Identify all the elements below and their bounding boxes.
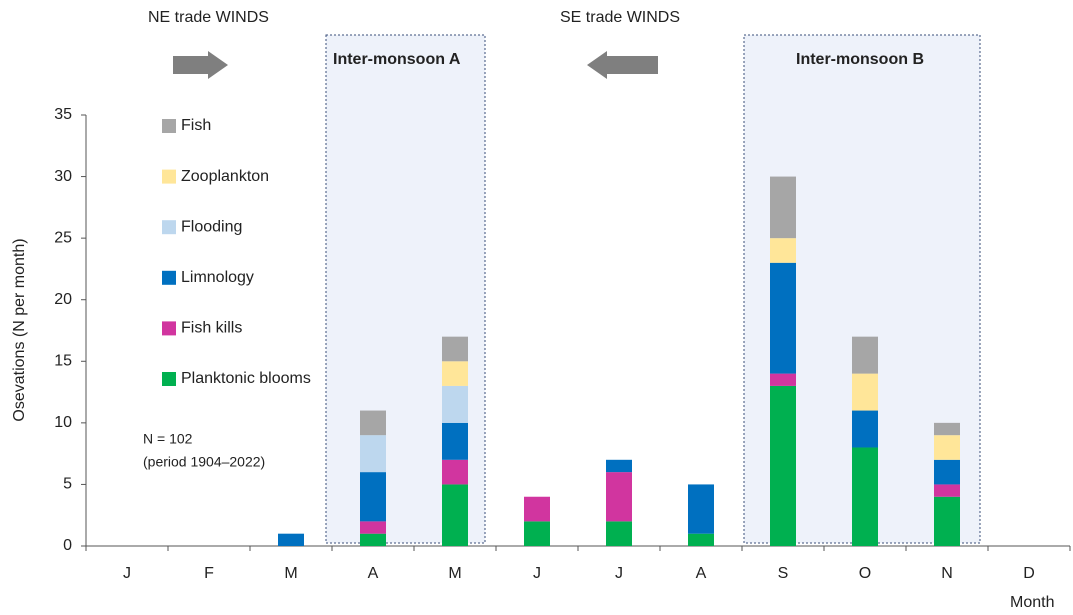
bar-segment bbox=[688, 484, 714, 534]
bar-segment bbox=[442, 459, 468, 485]
legend-swatch bbox=[162, 321, 176, 336]
bar-segment bbox=[606, 521, 632, 546]
legend-swatch bbox=[162, 270, 176, 285]
legend-label: Limnology bbox=[181, 269, 254, 286]
y-axis-label: Osevations (N per month) bbox=[11, 238, 28, 421]
bar-segment bbox=[442, 422, 468, 460]
x-tick-label: J bbox=[533, 565, 541, 582]
bar-segment bbox=[360, 533, 386, 546]
annotation: Inter-monsoon A bbox=[333, 51, 461, 68]
bar-segment bbox=[606, 459, 632, 473]
bar-segment bbox=[524, 521, 550, 546]
bar-segment bbox=[770, 385, 796, 546]
legend-label: Zooplankton bbox=[181, 168, 269, 185]
y-tick-label: 15 bbox=[54, 353, 72, 370]
bar-segment bbox=[934, 435, 960, 460]
bar-segment bbox=[442, 484, 468, 546]
bar-segment bbox=[934, 422, 960, 436]
x-tick-label: O bbox=[859, 565, 871, 582]
bar-segment bbox=[770, 238, 796, 263]
x-axis-label: Month bbox=[1010, 594, 1054, 611]
bar-segment bbox=[360, 410, 386, 436]
y-tick-label: 20 bbox=[54, 291, 72, 308]
x-tick-label: D bbox=[1023, 565, 1035, 582]
bar-segment bbox=[606, 472, 632, 522]
bar-segment bbox=[442, 385, 468, 423]
bar-segment bbox=[934, 496, 960, 546]
legend-swatch bbox=[162, 119, 176, 133]
bar-segment bbox=[770, 373, 796, 386]
legend-label: Planktonic blooms bbox=[181, 370, 311, 387]
y-tick-label: 0 bbox=[63, 537, 72, 554]
annotation: (period 1904–2022) bbox=[143, 454, 265, 470]
bar-segment bbox=[360, 472, 386, 522]
x-tick-label: A bbox=[696, 565, 707, 582]
bar-segment bbox=[852, 373, 878, 411]
y-tick-label: 10 bbox=[54, 414, 72, 431]
bar-segment bbox=[688, 533, 714, 546]
left-arrow bbox=[587, 51, 658, 79]
x-tick-label: J bbox=[123, 565, 131, 582]
bar-segment bbox=[852, 410, 878, 448]
y-tick-label: 25 bbox=[54, 229, 72, 246]
bar-segment bbox=[278, 533, 304, 546]
annotation: N = 102 bbox=[143, 431, 193, 447]
x-tick-label: F bbox=[204, 565, 214, 582]
annotation: SE trade WINDS bbox=[560, 9, 680, 26]
legend-label: Flooding bbox=[181, 218, 242, 235]
bar-segment bbox=[934, 484, 960, 497]
annotation: Inter-monsoon B bbox=[796, 51, 924, 68]
right-arrow bbox=[173, 51, 228, 79]
y-tick-label: 30 bbox=[54, 168, 72, 185]
bar-segment bbox=[360, 521, 386, 534]
legend-swatch bbox=[162, 372, 176, 386]
bar-segment bbox=[852, 447, 878, 546]
bar-segment bbox=[770, 262, 796, 374]
bar-segment bbox=[852, 336, 878, 374]
bar-segment bbox=[770, 176, 796, 239]
x-tick-label: N bbox=[941, 565, 953, 582]
legend-swatch bbox=[162, 220, 176, 235]
legend-label: Fish kills bbox=[181, 320, 242, 337]
y-tick-label: 5 bbox=[63, 476, 72, 493]
x-tick-label: A bbox=[368, 565, 379, 582]
x-tick-label: M bbox=[448, 565, 461, 582]
legend-swatch bbox=[162, 169, 176, 184]
bar-segment bbox=[442, 336, 468, 362]
legend-label: Fish bbox=[181, 117, 211, 134]
x-tick-label: J bbox=[615, 565, 623, 582]
bar-segment bbox=[934, 459, 960, 485]
y-tick-label: 35 bbox=[54, 106, 72, 123]
x-tick-label: M bbox=[284, 565, 297, 582]
bar-segment bbox=[524, 496, 550, 522]
bar-segment bbox=[360, 435, 386, 473]
bar-segment bbox=[442, 361, 468, 386]
x-tick-label: S bbox=[778, 565, 789, 582]
annotation: NE trade WINDS bbox=[148, 9, 269, 26]
